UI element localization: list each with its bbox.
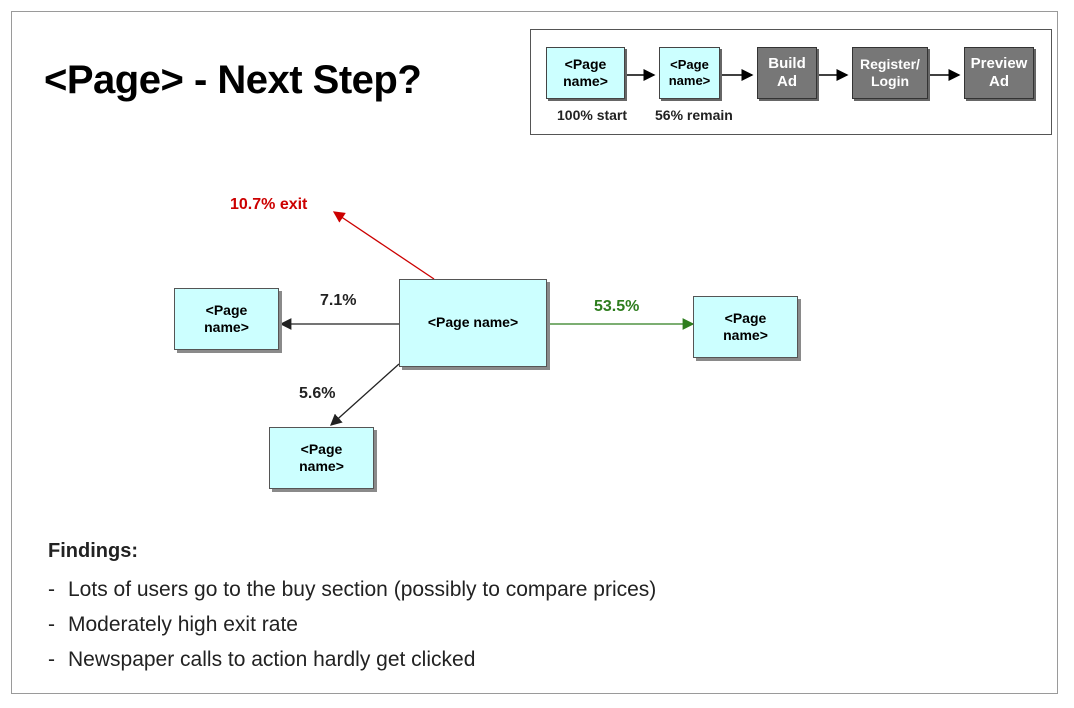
right-page-node: <Page name> (693, 296, 798, 358)
flow-step-page-2: <Page name> (659, 47, 720, 99)
bottom-arrow (330, 363, 400, 426)
flow-step-build-ad: Build Ad (757, 47, 817, 99)
flow-arrows (627, 69, 961, 81)
flow-step-label: <Page (670, 57, 709, 73)
flow-step-register-login: Register/Login (852, 47, 928, 99)
flow-step-label: <Page (564, 56, 607, 73)
findings-item: - Moderately high exit rate (48, 613, 298, 636)
flow-step-page-1: <Page name> (546, 47, 625, 99)
findings-list: - Lots of users go to the buy section (po… (48, 572, 656, 677)
flow-step-label: Ad (989, 73, 1009, 90)
node-label: <Page (724, 309, 767, 326)
flow-step-label: Preview (970, 55, 1028, 72)
flow-step-caption: 56% remain (655, 107, 733, 123)
flow-step-label: Build (768, 55, 806, 72)
findings-item: - Lots of users go to the buy section (po… (48, 578, 657, 601)
findings-heading: Findings: (48, 540, 138, 562)
findings-item-text: Lots of users go to the buy section (pos… (68, 578, 657, 601)
node-label: name> (723, 327, 768, 343)
flow-overview: <Page name> 100% start <Page name> 56% rem… (530, 29, 1052, 135)
findings-item-text: Newspaper calls to action hardly get cli… (68, 648, 476, 671)
flow-step-label: Login (870, 73, 910, 89)
node-label: name> (204, 319, 249, 335)
node-label: <Page (205, 301, 248, 318)
flow-step-label: Register/ (860, 56, 920, 73)
flow-step-label: name> (668, 73, 711, 88)
flow-step-label: name> (563, 73, 608, 89)
center-page-label: <Page name> (427, 314, 519, 331)
node-label: name> (299, 458, 344, 474)
exit-percentage-label: 10.7% exit (230, 196, 308, 213)
node-label: <Page (300, 440, 343, 457)
right-percentage-label: 53.5% (594, 298, 640, 315)
flow-step-caption: 100% start (557, 107, 628, 123)
bottom-page-node: <Page name> (269, 427, 374, 489)
bottom-percentage-label: 5.6% (299, 385, 336, 402)
flow-step-preview-ad: Preview Ad (964, 47, 1034, 99)
findings-item-text: Moderately high exit rate (68, 613, 298, 636)
left-percentage-label: 7.1% (320, 292, 357, 309)
exit-arrow (332, 211, 435, 280)
page-title: <Page> - Next Step? (44, 58, 422, 102)
left-page-node: <Page name> (174, 288, 279, 350)
center-page-node: <Page name> (399, 279, 547, 367)
findings-item: - Newspaper calls to action hardly get cl… (48, 648, 476, 671)
flow-step-label: Ad (777, 73, 797, 90)
